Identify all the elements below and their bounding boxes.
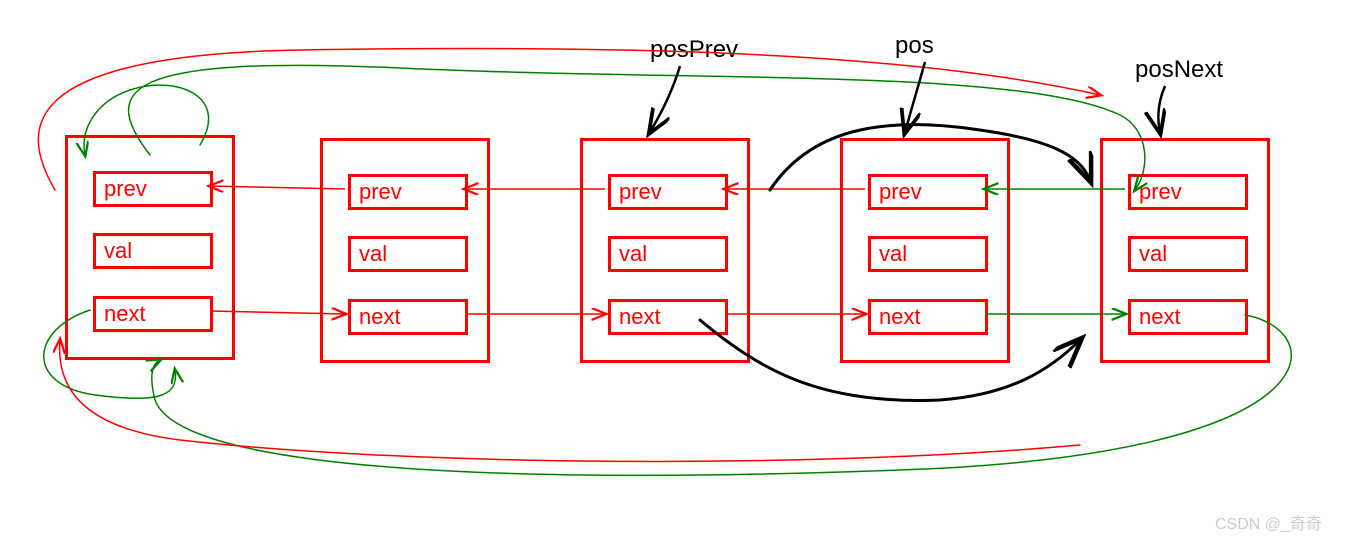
- label-posNext: posNext: [1135, 56, 1223, 84]
- node-n1-next: next: [348, 299, 468, 335]
- node-n4: prev val next: [1100, 138, 1270, 363]
- node-n4-prev: prev: [1128, 174, 1248, 210]
- node-n0-next: next: [93, 296, 213, 332]
- node-n3: prev val next: [840, 138, 1010, 363]
- label-arrow-posPrev: [650, 66, 680, 132]
- node-n3-val: val: [868, 236, 988, 272]
- node-n0: prev val next: [65, 135, 235, 360]
- node-n2: prev val next: [580, 138, 750, 363]
- node-n0-prev: prev: [93, 171, 213, 207]
- node-n4-val: val: [1128, 236, 1248, 272]
- label-arrow-pos: [905, 62, 925, 132]
- node-n1-prev: prev: [348, 174, 468, 210]
- node-n0-val: val: [93, 233, 213, 269]
- node-n2-val: val: [608, 236, 728, 272]
- watermark: CSDN @_奇奇: [1215, 510, 1322, 534]
- node-n3-next: next: [868, 299, 988, 335]
- node-n2-prev: prev: [608, 174, 728, 210]
- node-n3-prev: prev: [868, 174, 988, 210]
- label-pos: pos: [895, 32, 934, 60]
- label-posPrev: posPrev: [650, 36, 738, 64]
- node-n1: prev val next: [320, 138, 490, 363]
- node-n4-next: next: [1128, 299, 1248, 335]
- label-arrow-posNext: [1158, 86, 1165, 132]
- node-n1-val: val: [348, 236, 468, 272]
- node-n2-next: next: [608, 299, 728, 335]
